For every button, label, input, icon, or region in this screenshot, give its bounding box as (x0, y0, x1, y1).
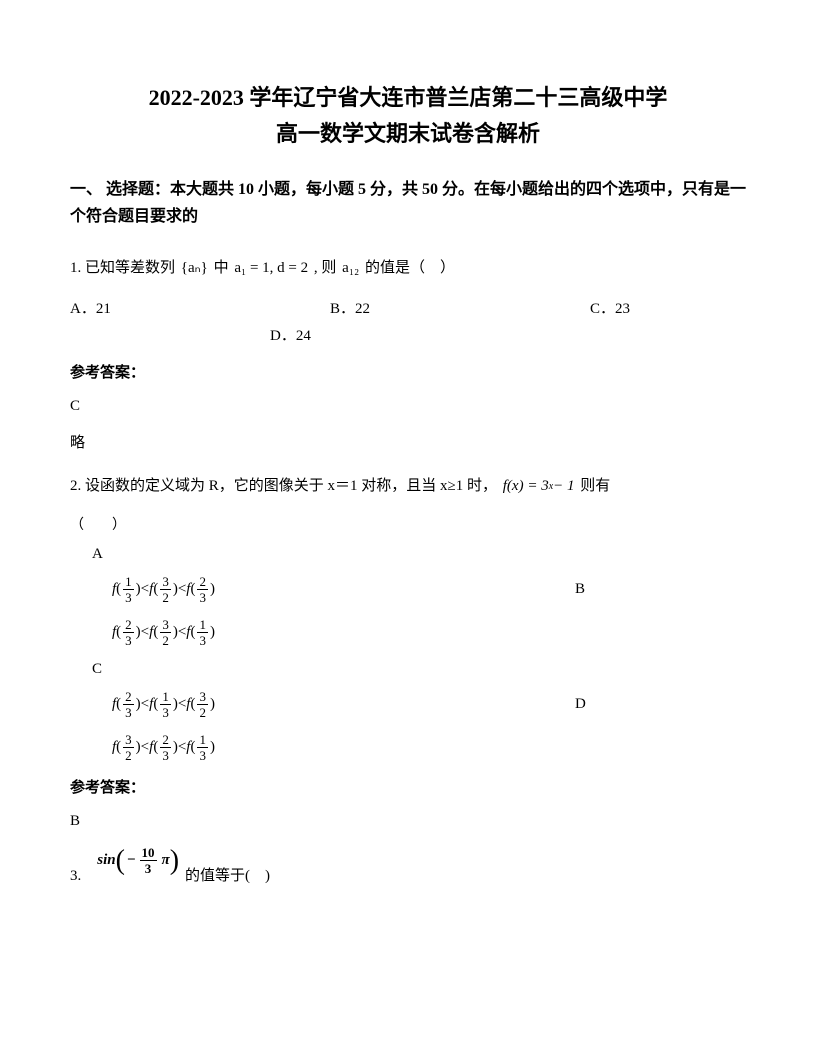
title-line-2: 高一数学文期末试卷含解析 (70, 116, 746, 148)
frac-3-2: 32 (160, 575, 171, 604)
frac-3-2: 32 (123, 733, 134, 762)
lt: < (178, 624, 186, 641)
q2-answer: B (70, 813, 746, 830)
frac-2-3: 23 (197, 575, 208, 604)
f-symbol: f (186, 739, 190, 756)
q2-answer-label: 参考答案： (70, 776, 746, 797)
lt: < (141, 739, 149, 756)
q1-suffix: 的值是（ ） (365, 260, 455, 276)
q1-choice-a: A．21 (70, 297, 330, 318)
q1-condition: a₁ = 1, d = 2 (234, 254, 308, 283)
frac-3-2: 32 (197, 690, 208, 719)
q1-choice-b: B．22 (330, 297, 590, 318)
frac-2-3: 23 (123, 690, 134, 719)
question-2: 2. 设函数的定义域为 R，它的图像关于 x＝1 对称，且当 x≥1 时， f(… (70, 472, 746, 501)
q2-expr-c: f( 23 ) < f( 13 ) < f( 32 ) D (112, 690, 746, 719)
q2-label-c: C (92, 661, 746, 678)
q1-answer: C (70, 398, 746, 415)
q3-sin-expr: sin ( − 10 3 π ) (97, 846, 179, 875)
q2-options: A f( 13 ) < f( 32 ) < f( 23 ) B f( 23 ) … (92, 546, 746, 762)
q1-choice-d: D．24 (70, 324, 746, 345)
q3-num: 3. (70, 868, 81, 885)
frac-1-3: 13 (197, 618, 208, 647)
frac-3-2: 32 (160, 618, 171, 647)
f-symbol: f (186, 581, 190, 598)
q2-blank: （ ） (70, 514, 746, 534)
q2-expr-a: f( 13 ) < f( 32 ) < f( 23 ) B (112, 575, 746, 604)
q1-target: a₁₂ (342, 254, 359, 283)
q1-choice-c: C．23 (590, 297, 746, 318)
section-header: 一、 选择题：本大题共 10 小题，每小题 5 分，共 50 分。在每小题给出的… (70, 176, 746, 230)
f-symbol: f (112, 696, 116, 713)
f-symbol: f (112, 624, 116, 641)
title-line-1: 2022-2023 学年辽宁省大连市普兰店第二十三高级中学 (70, 80, 746, 112)
frac-1-3: 13 (160, 690, 171, 719)
frac-1-3: 13 (197, 733, 208, 762)
lt: < (178, 696, 186, 713)
q1-mid2: , 则 (314, 260, 340, 276)
q1-prefix: 1. 已知等差数列 (70, 260, 179, 276)
right-paren-icon: ) (170, 847, 179, 875)
sin-label: sin (97, 852, 115, 869)
document-title: 2022-2023 学年辽宁省大连市普兰店第二十三高级中学 高一数学文期末试卷含… (70, 80, 746, 148)
f-symbol: f (186, 624, 190, 641)
frac-2-3: 23 (160, 733, 171, 762)
q1-answer-label: 参考答案： (70, 361, 746, 382)
q1-choices: A．21 B．22 C．23 (70, 297, 746, 318)
q2-func: f(x) = 3x − 1 (503, 472, 575, 501)
lt: < (178, 581, 186, 598)
f-symbol: f (149, 624, 153, 641)
f-symbol: f (112, 739, 116, 756)
question-1: 1. 已知等差数列 {aₙ} 中 a₁ = 1, d = 2 , 则 a₁₂ 的… (70, 254, 746, 283)
f-symbol: f (149, 581, 153, 598)
f-symbol: f (149, 696, 153, 713)
minus-sign: − (127, 852, 136, 869)
frac-1-3: 13 (123, 575, 134, 604)
left-paren-icon: ( (116, 847, 125, 875)
lt: < (141, 581, 149, 598)
f-symbol: f (186, 696, 190, 713)
q2-suffix: 则有 (580, 478, 610, 494)
q1-explain: 略 (70, 431, 746, 452)
frac-2-3: 23 (123, 618, 134, 647)
f-symbol: f (112, 581, 116, 598)
q2-label-a: A (92, 546, 746, 563)
q1-mid1: 中 (214, 260, 233, 276)
question-3: 3. sin ( − 10 3 π ) 的值等于( ) (70, 846, 746, 885)
pi-symbol: π (162, 852, 170, 869)
lt: < (141, 696, 149, 713)
lt: < (178, 739, 186, 756)
q2-prefix: 2. 设函数的定义域为 R，它的图像关于 x＝1 对称，且当 x≥1 时， (70, 478, 497, 494)
q1-sequence: {aₙ} (181, 254, 208, 283)
q3-suffix: 的值等于( ) (185, 864, 270, 885)
q2-label-d: D (575, 696, 586, 713)
frac-10-3: 10 3 (140, 846, 157, 875)
lt: < (141, 624, 149, 641)
q2-expr-b: f( 23 ) < f( 32 ) < f( 13 ) (112, 618, 746, 647)
q2-expr-d: f( 32 ) < f( 23 ) < f( 13 ) (112, 733, 746, 762)
q2-label-b: B (575, 581, 585, 598)
f-symbol: f (149, 739, 153, 756)
